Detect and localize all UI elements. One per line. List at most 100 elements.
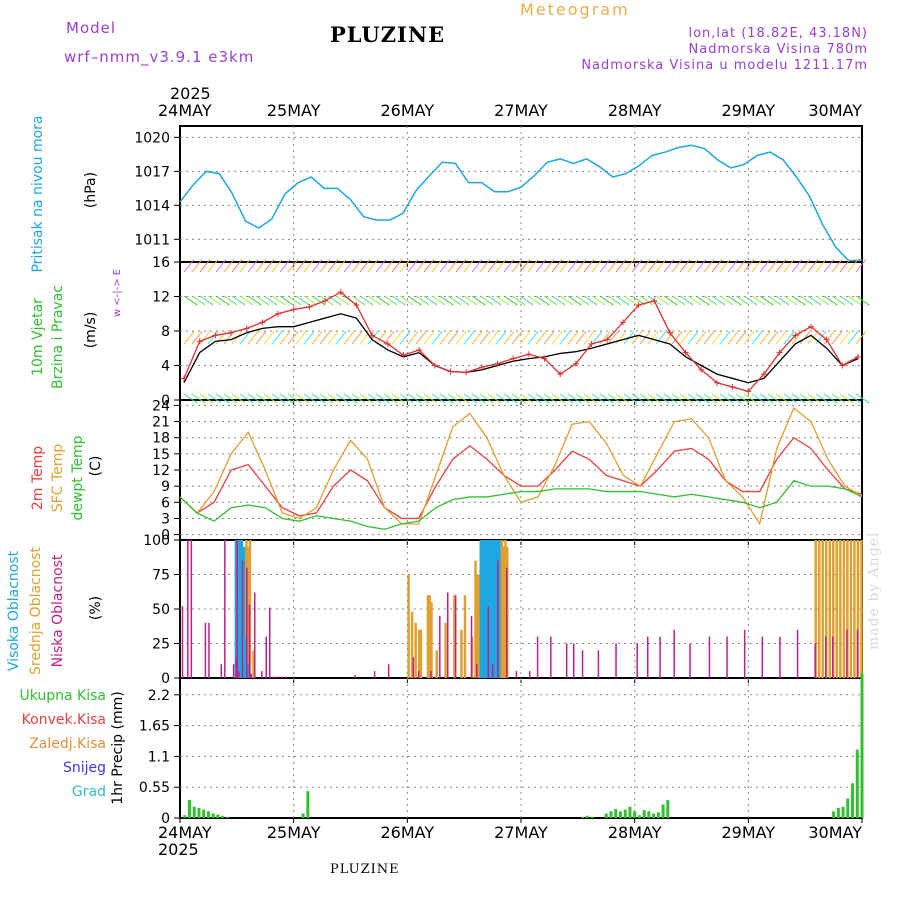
low-cloud-bar (515, 671, 518, 678)
precip-bar (609, 811, 613, 818)
wind-barb (311, 295, 326, 306)
wind-barb (607, 331, 619, 345)
wind-barb (671, 259, 683, 273)
mid-cloud-bar (428, 595, 431, 678)
low-cloud-bar (281, 676, 283, 678)
wind-barb (207, 331, 219, 345)
precip-bar (642, 810, 646, 818)
wind-barb (767, 295, 782, 306)
wind-barb (391, 295, 406, 306)
high-cloud-bar (242, 546, 246, 678)
precip-bar (851, 783, 855, 818)
wind-barb (767, 259, 779, 273)
wind-barb (183, 331, 195, 345)
wind-barb (519, 295, 534, 306)
wind-barb (399, 259, 411, 273)
precip-bar (604, 813, 608, 818)
wind-barb (711, 393, 726, 404)
wind-barb (775, 331, 787, 345)
wind-barb (239, 393, 254, 404)
wind-barb (671, 295, 686, 306)
wind-barb (271, 259, 283, 273)
x-axis-label-top: 24MAY (158, 101, 212, 120)
low-cloud-bar (265, 636, 267, 678)
model-name: wrf–nmm_v3.9.1 e3km (64, 48, 255, 66)
wind-barb (383, 393, 398, 404)
mid-cloud-bar (832, 540, 835, 678)
low-cloud-bar (491, 664, 494, 678)
wind-barb (463, 259, 475, 273)
wind-barb (695, 295, 710, 306)
wind-barb (431, 259, 443, 273)
wind-barb (815, 393, 830, 404)
wind-barb (831, 259, 843, 273)
wind-barb (783, 393, 798, 404)
low-cloud-bar (181, 606, 184, 678)
wind-barb (815, 331, 827, 345)
wind-barb (319, 259, 331, 273)
wind-barb (711, 259, 723, 273)
wind-barb (447, 331, 459, 345)
wind-barb (591, 331, 603, 345)
y-tick-label: 16 (152, 255, 170, 271)
low-cloud-bar (254, 592, 256, 678)
wind-barb (559, 331, 571, 345)
low-cloud-bar (241, 560, 244, 678)
wind-barb (631, 259, 643, 273)
wind-barb (199, 259, 211, 273)
low-cloud-bar (636, 643, 638, 678)
wind-barb (583, 295, 598, 306)
low-cloud-bar (846, 629, 848, 678)
wind-barb (231, 295, 246, 306)
precip-bar (846, 798, 850, 818)
precip-bar (306, 791, 310, 818)
footer-title: PLUZINE (330, 862, 400, 877)
wind-barb (279, 259, 291, 273)
wind-barb (551, 259, 563, 273)
wind-barb (487, 259, 499, 273)
wind-barb (631, 331, 643, 345)
wind-barb (383, 295, 398, 306)
mid-cloud-bar (426, 595, 430, 678)
low-cloud-bar (832, 636, 834, 678)
wind-barb (815, 295, 830, 306)
low-cloud-bar (824, 636, 827, 678)
page-title: PLUZINE (330, 22, 446, 47)
wind-barb (423, 331, 435, 345)
wind-barb (383, 259, 395, 273)
wind-barb (199, 331, 211, 345)
wind-barb (479, 295, 494, 306)
wind-barb (263, 331, 275, 345)
precip-bar (618, 811, 622, 818)
wind-barb (719, 259, 731, 273)
wind-barb (255, 295, 270, 306)
precip-bar (633, 811, 637, 818)
precip-bar (661, 804, 665, 818)
wind-barb (519, 393, 534, 404)
wind-barb (255, 331, 267, 345)
wind-barb (551, 295, 566, 306)
mid-cloud-bar (846, 540, 849, 678)
wind-barb (311, 331, 323, 345)
precip-bar (187, 800, 191, 818)
wind-barb (663, 295, 678, 306)
y-tick-label: 1017 (134, 164, 170, 180)
precip-axis-title: 1hr Precip (mm) (110, 691, 126, 804)
wind-barb (431, 331, 443, 345)
wind-barb (503, 259, 515, 273)
precip-bar (656, 812, 660, 818)
wind-barb (767, 331, 779, 345)
wind-axis-title: 10m Vjetar (30, 298, 46, 376)
wind-barb (303, 295, 318, 306)
wind-barb (847, 259, 859, 273)
wind-barb (599, 393, 614, 404)
wind-barb (807, 393, 822, 404)
wind-barb (479, 259, 491, 273)
wind-barb (239, 295, 254, 306)
mid-cloud-bar (414, 622, 417, 678)
wind-barb (415, 259, 427, 273)
precip-bar (628, 806, 632, 818)
wind-barb (543, 331, 555, 345)
y-tick-label: 0 (161, 528, 170, 544)
